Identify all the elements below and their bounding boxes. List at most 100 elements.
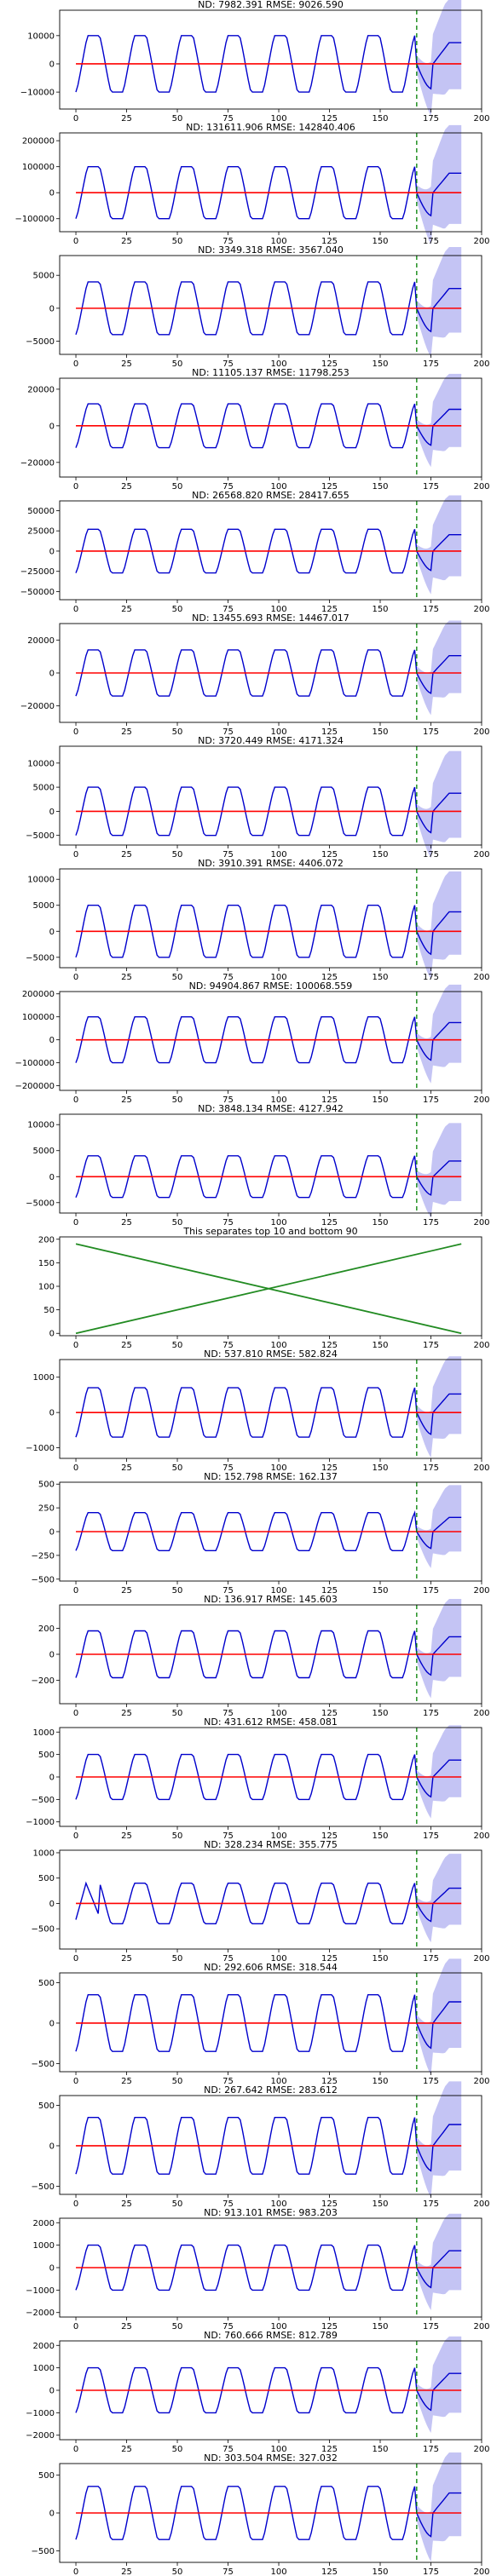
x-tick-label: 150	[372, 1463, 388, 1473]
subplot-title: ND: 7982.391 RMSE: 9026.590	[198, 0, 344, 10]
x-tick-label: 50	[172, 1095, 183, 1105]
x-tick-label: 75	[222, 2199, 234, 2209]
x-tick-label: 100	[270, 2322, 286, 2332]
axes-frame	[59, 132, 482, 233]
x-tick-label: 75	[222, 1831, 234, 1841]
prediction-interval-band	[416, 2452, 462, 2562]
y-tick-label: 0	[49, 547, 55, 556]
y-tick-label: −500	[32, 1575, 55, 1584]
x-tick-label: 25	[121, 114, 132, 124]
y-tick-label: 1000	[33, 2364, 55, 2373]
x-tick-label: 125	[321, 2322, 338, 2332]
subplot-title: ND: 136.917 RMSE: 145.603	[204, 1594, 338, 1605]
subplot-17: ND: 292.606 RMSE: 318.544 −500 0 500 0 25 50 75…	[32, 1958, 490, 2086]
y-tick-label: 1000	[33, 1849, 55, 1858]
y-tick-label: 2000	[33, 2219, 55, 2228]
y-tick-label: 0	[49, 1173, 55, 1182]
x-tick-label: 75	[222, 1709, 234, 1718]
x-tick-label: 175	[423, 237, 439, 246]
x-tick-label: 175	[423, 605, 439, 614]
x-tick-label: 150	[372, 2077, 388, 2086]
x-tick-label: 200	[473, 727, 489, 737]
x-tick-label: 200	[473, 2077, 489, 2086]
y-tick-label: 200	[38, 1235, 55, 1245]
x-tick-label: 150	[372, 2445, 388, 2454]
y-tick-label: 0	[49, 189, 55, 198]
x-tick-label: 200	[473, 850, 489, 860]
x-tick-label: 75	[222, 2567, 234, 2576]
x-tick-label: 150	[372, 2567, 388, 2576]
x-tick-label: 200	[473, 237, 489, 246]
x-tick-label: 125	[321, 1095, 338, 1105]
x-tick-label: 200	[473, 973, 489, 982]
x-tick-label: 175	[423, 850, 439, 860]
prediction-interval-band	[416, 1598, 462, 1699]
x-tick-label: 75	[222, 2445, 234, 2454]
y-tick-label: 500	[38, 2102, 55, 2111]
axes-frame	[59, 1849, 482, 1950]
x-tick-label: 25	[121, 850, 132, 860]
y-tick-label: −5000	[26, 953, 55, 963]
x-tick-label: 75	[222, 1463, 234, 1473]
y-tick-label: −500	[32, 2182, 55, 2192]
y-tick-label: −250	[32, 1551, 55, 1561]
y-tick-label: −500	[32, 1925, 55, 1935]
subplot-title: ND: 303.504 RMSE: 327.032	[204, 2452, 338, 2464]
x-tick-label: 175	[423, 2199, 439, 2209]
x-tick-label: 50	[172, 2199, 183, 2209]
x-tick-label: 175	[423, 1218, 439, 1228]
x-tick-label: 200	[473, 1954, 489, 1964]
x-tick-label: 100	[270, 2199, 286, 2209]
x-tick-label: 200	[473, 1341, 489, 1350]
x-tick-label: 125	[321, 605, 338, 614]
x-tick-label: 25	[121, 1831, 132, 1841]
subplot-title: ND: 328.234 RMSE: 355.775	[204, 1839, 338, 1850]
subplot-21: ND: 303.504 RMSE: 327.032 −500 0 500 0 25 50 75…	[32, 2452, 490, 2576]
x-tick-label: 50	[172, 1831, 183, 1841]
subplot-title: ND: 913.101 RMSE: 983.203	[204, 2207, 338, 2218]
x-tick-label: 100	[270, 850, 286, 860]
subplot-8: ND: 3910.391 RMSE: 4406.072 −5000 0 5000 100…	[26, 858, 489, 982]
x-tick-label: 75	[222, 237, 234, 246]
x-tick-label: 75	[222, 1954, 234, 1964]
x-tick-label: 125	[321, 237, 338, 246]
subplot-14: ND: 136.917 RMSE: 145.603 −200 0 200 0 25 50 75…	[32, 1594, 490, 1718]
x-tick-label: 75	[222, 727, 234, 737]
x-tick-label: 0	[73, 850, 78, 860]
x-tick-label: 25	[121, 727, 132, 737]
subplot-11: This separates top 10 and bottom 90 0 50 10…	[38, 1226, 490, 1350]
x-tick-label: 100	[270, 727, 286, 737]
y-tick-label: 1000	[33, 2241, 55, 2251]
series-line-ascending	[75, 1243, 462, 1335]
x-tick-label: 50	[172, 1463, 183, 1473]
x-tick-label: 100	[270, 237, 286, 246]
axes-frame	[59, 1972, 482, 2073]
x-tick-label: 75	[222, 1341, 234, 1350]
subplot-15: ND: 431.612 RMSE: 458.081−1000−500050010…	[26, 1716, 489, 1841]
x-tick-label: 150	[372, 1709, 388, 1718]
axes-frame	[59, 745, 482, 846]
y-tick-label: 100000	[22, 1013, 55, 1022]
y-tick-label: 10000	[27, 32, 55, 41]
x-tick-label: 150	[372, 359, 388, 369]
x-tick-label: 150	[372, 1831, 388, 1841]
y-tick-label: −500	[32, 2547, 55, 2556]
x-tick-label: 0	[73, 1831, 78, 1841]
x-tick-label: 150	[372, 605, 388, 614]
x-tick-label: 200	[473, 2322, 489, 2332]
x-tick-label: 125	[321, 727, 338, 737]
x-tick-label: 175	[423, 2567, 439, 2576]
x-tick-label: 200	[473, 605, 489, 614]
x-tick-label: 200	[473, 359, 489, 369]
y-tick-label: 500	[38, 1874, 55, 1883]
axes-frame	[59, 1236, 482, 1337]
y-tick-label: 50	[43, 1306, 55, 1315]
y-tick-label: 0	[49, 304, 55, 313]
x-tick-label: 200	[473, 2567, 489, 2576]
x-tick-label: 75	[222, 114, 234, 124]
y-tick-label: −200	[32, 1676, 55, 1686]
x-tick-label: 125	[321, 2445, 338, 2454]
axes-frame	[59, 500, 482, 601]
x-tick-label: 50	[172, 482, 183, 492]
